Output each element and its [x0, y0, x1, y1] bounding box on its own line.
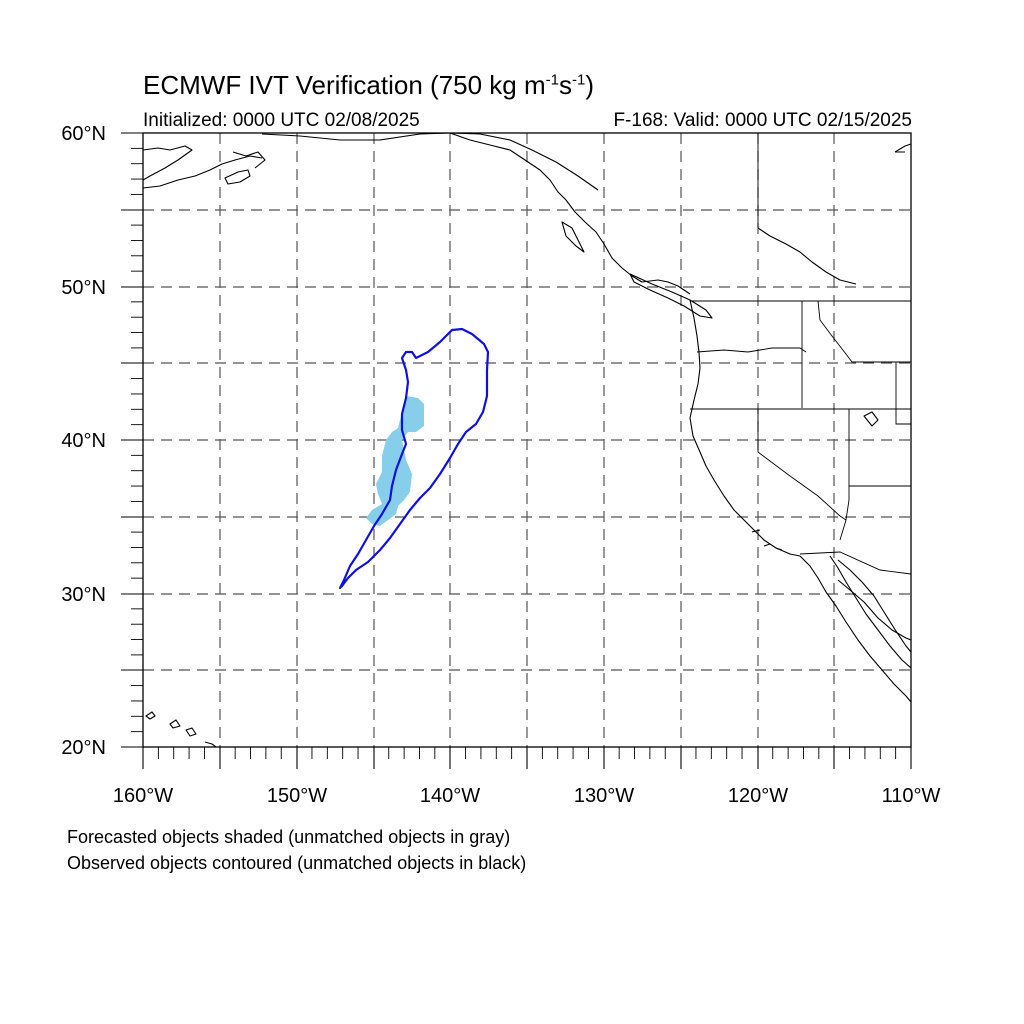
coastlines: [143, 133, 911, 747]
initialized-label: Initialized: 0000 UTC 02/08/2025: [143, 110, 420, 131]
political-boundaries: [690, 133, 911, 575]
kenai-coast: [232, 151, 266, 169]
legend-forecast: Forecasted objects shaded (unmatched obj…: [67, 827, 511, 847]
lon-label-140w: 140°W: [419, 785, 481, 807]
forecast-object: [366, 396, 424, 526]
lon-label-120w: 120°W: [727, 785, 789, 807]
alaska-peninsula-coast: [143, 145, 193, 181]
lat-label-60n: 60°N: [61, 123, 106, 145]
lon-label-160w: 160°W: [112, 785, 174, 807]
haida-gwaii: [561, 221, 585, 253]
lat-label-20n: 20°N: [61, 737, 106, 759]
idaho-border: [801, 300, 911, 408]
california-nevada-border: [757, 409, 847, 521]
utah-border: [849, 362, 911, 487]
lat-label-30n: 30°N: [61, 584, 106, 606]
mexico-coast: [837, 579, 911, 641]
kodiak-island: [224, 169, 251, 185]
lon-label-130w: 130°W: [573, 785, 635, 807]
lat-label-50n: 50°N: [61, 277, 106, 299]
hawaii-islands: [145, 711, 217, 747]
gulf-of-alaska-coast: [261, 133, 451, 141]
washington-oregon-border: [696, 347, 807, 353]
legend-observed: Observed objects contoured (unmatched ob…: [67, 853, 527, 873]
us-mexico-border: [799, 551, 911, 575]
gulf-of-california-coast: [837, 559, 911, 653]
channel-islands: [751, 529, 783, 551]
minor-ticks: [131, 147, 897, 759]
lon-label-110w: 110°W: [881, 785, 941, 807]
hudson-bay-fragment: [894, 143, 911, 153]
map-title: ECMWF IVT Verification (750 kg m-1s-1): [143, 70, 594, 100]
great-salt-lake: [863, 411, 879, 427]
pacific-northwest-coast: [689, 299, 801, 557]
valid-time-label: F-168: Valid: 0000 UTC 02/15/2025: [613, 110, 912, 131]
observed-object-contour: [338, 327, 490, 590]
vancouver-island: [629, 273, 713, 319]
baja-california-west: [799, 555, 911, 703]
arizona-border: [839, 499, 850, 541]
bc-inland-border: [449, 133, 599, 191]
baja-california-east: [829, 555, 911, 669]
lat-label-40n: 40°N: [61, 430, 106, 452]
southeast-alaska-coast: [449, 133, 691, 295]
alaska-peninsula-coast-south: [143, 155, 263, 189]
british-columbia-interior: [757, 227, 857, 285]
graticule: [143, 133, 911, 747]
lon-label-150w: 150°W: [266, 785, 328, 807]
axis-ticks: [121, 132, 912, 769]
